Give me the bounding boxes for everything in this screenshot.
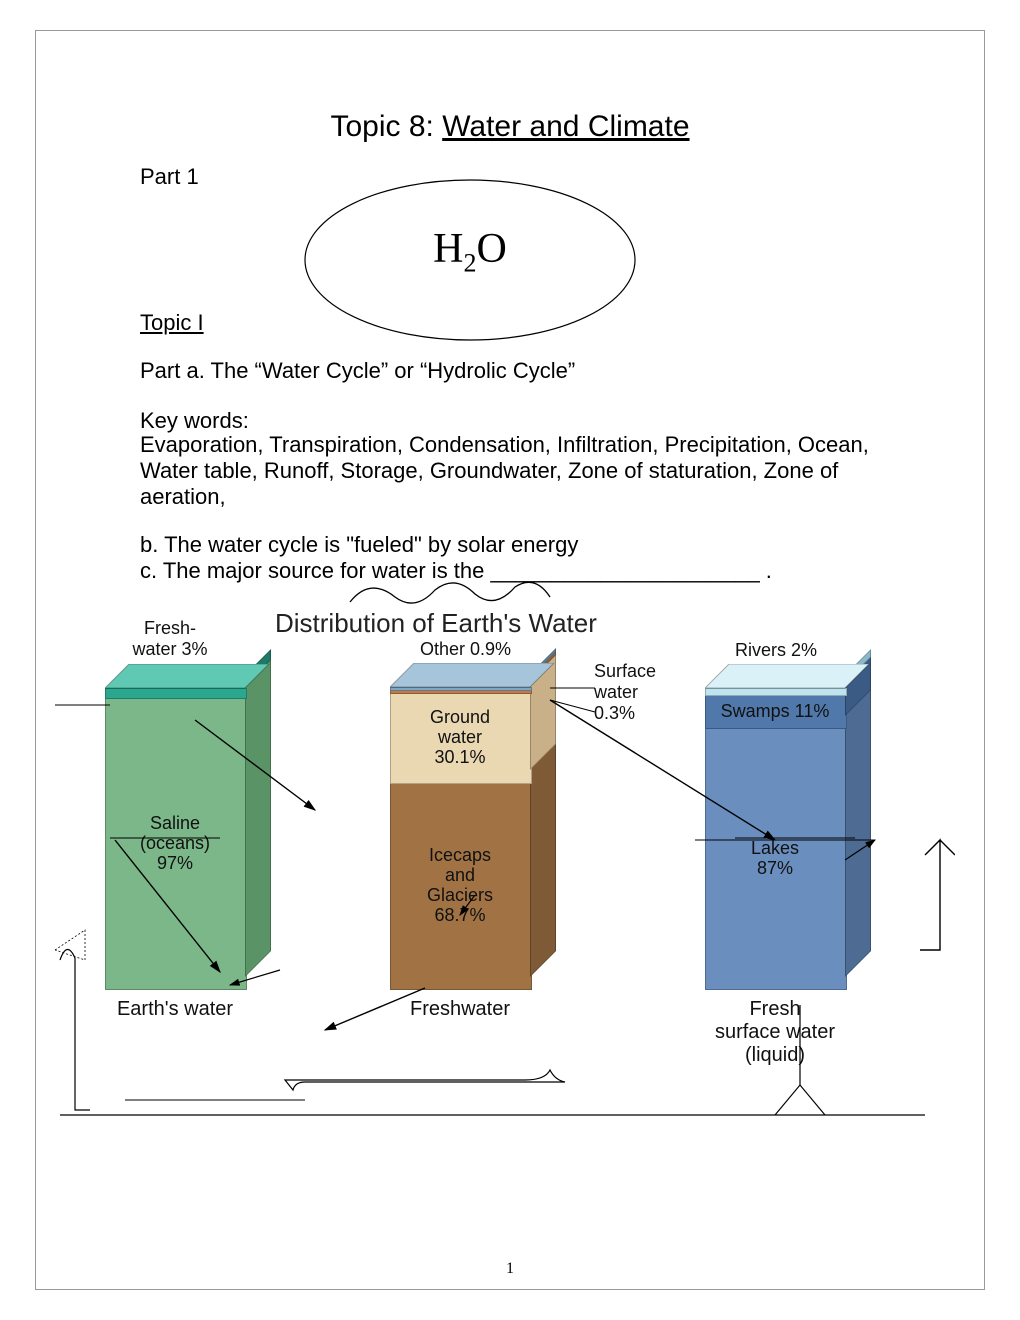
h2o-O: O: [477, 226, 507, 272]
bar-top-label: Other 0.9%: [420, 639, 511, 660]
squiggle-icon: [340, 572, 560, 612]
keywords-body: Evaporation, Transpiration, Condensation…: [140, 432, 880, 510]
bar-segment-side: [530, 743, 556, 977]
page: Topic 8: Water and Climate Part 1 H2O To…: [0, 0, 1020, 1320]
h2o-H: H: [433, 226, 463, 272]
part-a-text: Part a. The “Water Cycle” or “Hydrolic C…: [140, 358, 575, 384]
page-number: 1: [0, 1260, 1020, 1278]
bar-top-label: Rivers 2%: [735, 640, 817, 661]
h2o-ellipse-wrap: H2O: [300, 175, 640, 345]
keywords-label: Key words:: [140, 408, 249, 434]
chart-title: Distribution of Earth's Water: [275, 608, 597, 639]
distribution-chart: Saline (oceans) 97%Fresh- water 3%Earth'…: [55, 640, 955, 1140]
bar-top-face: [105, 664, 271, 690]
h2o-formula: H2O: [300, 225, 640, 278]
bar-bottom-label: Fresh surface water (liquid): [675, 998, 875, 1067]
bar-top-label: Fresh- water 3%: [115, 618, 225, 660]
bar-bottom-label: Earth's water: [75, 998, 275, 1021]
bar-segment-label: Saline (oceans) 97%: [105, 813, 245, 873]
bar-segment-label: Icecaps and Glaciers 68.7%: [390, 845, 530, 925]
bar-top-face: [705, 664, 871, 690]
bar-bottom-label: Freshwater: [360, 998, 560, 1021]
h2o-sub: 2: [464, 248, 477, 277]
point-b-text: b. The water cycle is "fueled" by solar …: [140, 532, 578, 558]
bar-top-face: [390, 663, 556, 689]
title-prefix: Topic 8:: [330, 110, 442, 143]
bar-segment-label: Ground water 30.1%: [390, 707, 530, 767]
topic-i-heading: Topic I: [140, 310, 204, 336]
bar-segment-side: [245, 658, 271, 977]
page-title: Topic 8: Water and Climate: [140, 110, 880, 144]
bar-segment-side: [845, 688, 871, 977]
bar-segment-label: Lakes 87%: [705, 838, 845, 878]
bar-segment-label: Swamps 11%: [705, 701, 845, 721]
title-underlined: Water and Climate: [442, 110, 689, 143]
bar-right-label: Surface water 0.3%: [594, 661, 656, 724]
